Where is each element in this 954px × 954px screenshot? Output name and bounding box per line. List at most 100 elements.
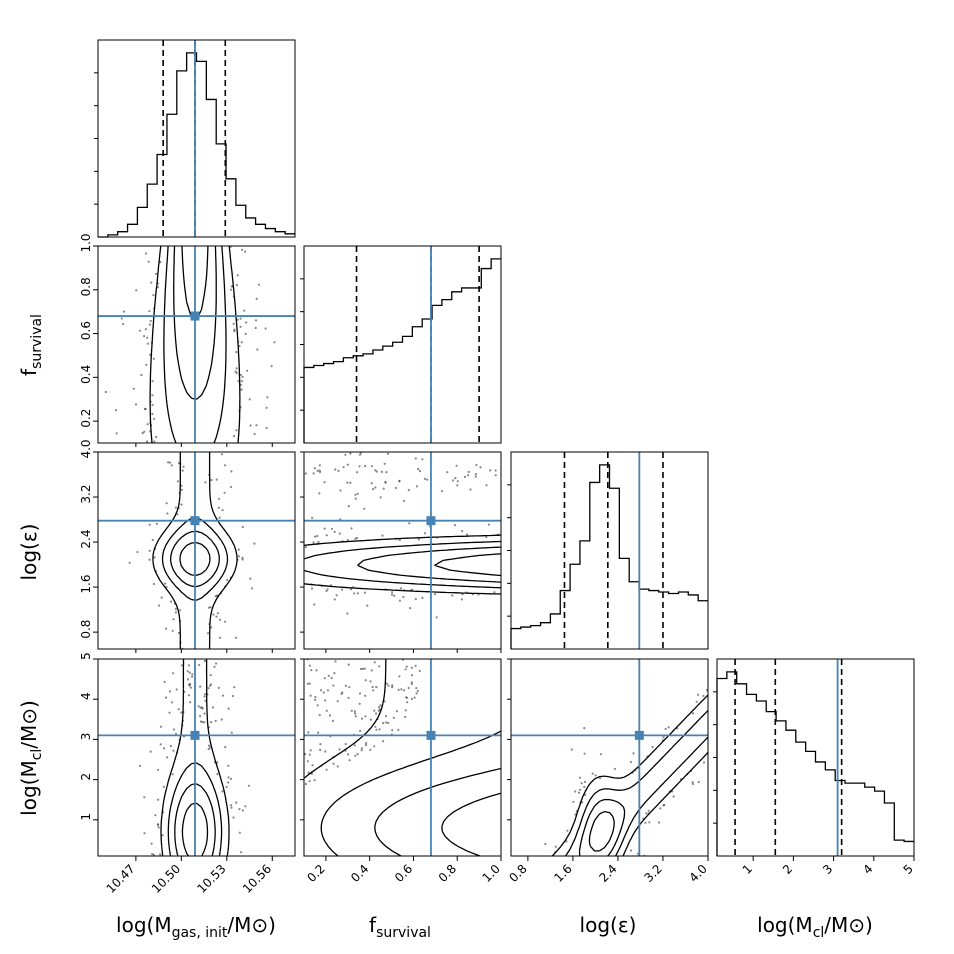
scatter-point [354,493,357,496]
scatter-point [691,712,695,715]
scatter-point [312,541,315,544]
scatter-point [353,710,356,713]
scatter-point [579,788,582,791]
scatter-point [404,715,407,719]
scatter-point [697,693,700,696]
scatter-point [317,540,320,544]
scatter-point [208,606,211,609]
scatter-point [358,453,362,456]
scatter-point [353,592,356,595]
y-tick-label: 1 [79,813,93,821]
scatter-point [306,760,309,763]
scatter-point [315,669,318,672]
scatter-point [156,286,159,289]
scatter-point [160,596,163,599]
scatter-point [151,394,154,397]
scatter-point [328,714,332,717]
scatter-point [163,680,166,684]
scatter-point [230,804,233,807]
scatter-point [115,432,118,435]
panel-fsurv-vs-mcl [303,658,502,857]
scatter-point [187,664,191,667]
y-tick-label: 0.8 [79,620,93,639]
scatter-point [410,666,413,669]
scatter-point [172,749,175,752]
scatter-point [599,753,603,756]
histogram-step-line [510,464,708,649]
scatter-point [181,469,184,472]
histogram-step-line [98,52,295,238]
x-tick-label: 2.4 [596,862,619,885]
y-tick-label: 0.4 [79,365,93,384]
scatter-point [310,587,314,590]
scatter-point [159,725,163,728]
scatter-point [358,465,361,468]
scatter-point [168,690,171,693]
scatter-point [241,556,244,560]
scatter-point [141,431,144,435]
scatter-point [174,506,177,509]
scatter-point [410,697,413,701]
scatter-point [143,430,146,433]
scatter-point [122,310,126,313]
scatter-point [161,834,164,837]
scatter-point [246,369,249,372]
scatter-point [238,831,241,834]
scatter-point [237,380,240,383]
scatter-point [148,310,151,313]
scatter-point [132,387,135,390]
scatter-point [395,710,398,713]
scatter-point [356,592,359,595]
scatter-point [702,761,706,764]
corner-panels: 10.47 10.50 10.53 10.56 0.2 0.4 0.6 0.8 1.0 0.8 1.… [79,39,916,896]
scatter-point [255,424,258,427]
scatter-point [645,812,648,815]
scatter-point [409,607,412,610]
scatter-point [114,409,118,412]
scatter-point [244,250,247,253]
y-tick-label: 3.2 [79,484,93,503]
scatter-point [316,469,319,472]
scatter-point [180,488,183,491]
panel-frame [97,39,296,238]
scatter-point [364,744,368,747]
x-label-eps: log(ε) [580,913,637,937]
scatter-point [356,492,359,495]
scatter-point [235,429,238,432]
scatter-point [358,702,361,705]
scatter-point [230,806,233,809]
scatter-point [231,694,234,698]
scatter-point [265,406,268,409]
scatter-point [356,471,359,474]
scatter-point [162,785,165,788]
scatter-point [208,746,212,749]
scatter-point [236,274,239,277]
scatter-point [134,403,138,406]
scatter-point [391,684,394,687]
y-ticks-fsurv: 0.2 0.4 0.6 0.8 1.0 [79,233,98,428]
scatter-point [374,712,378,715]
scatter-point [208,744,211,747]
scatter-point [375,728,378,731]
x-ticks-eps: 0.8 1.6 2.4 3.2 4.0 [506,856,710,885]
scatter-point [177,462,181,465]
scatter-point [171,629,174,632]
scatter-point [241,525,244,529]
scatter-point [198,663,201,667]
scatter-point [340,588,344,591]
x-tick-label: 10.56 [240,862,274,896]
scatter-point [400,688,403,691]
scatter-point [377,709,380,712]
scatter-point [212,613,215,616]
scatter-point [150,842,153,845]
x-tick-label: 1.6 [551,862,574,885]
scatter-point [406,701,409,704]
scatter-point [591,772,594,775]
scatter-point [347,505,350,508]
scatter-point [237,555,240,558]
scatter-point [594,774,597,777]
scatter-point [397,728,400,732]
scatter-point [335,594,338,597]
scatter-point [346,463,349,466]
